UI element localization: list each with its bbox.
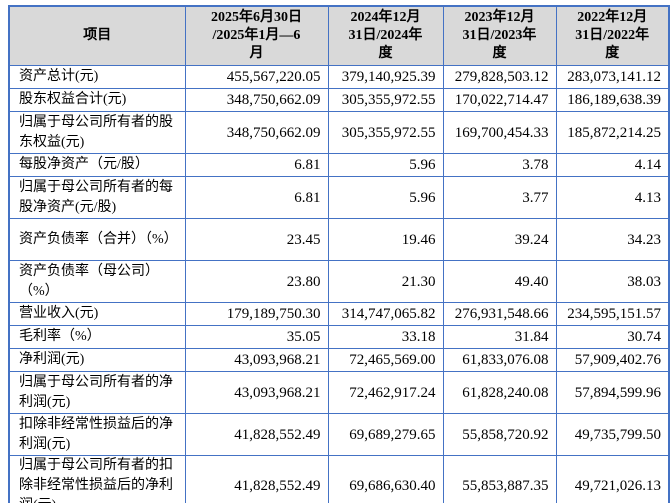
value-cell: 314,747,065.82: [327, 302, 444, 326]
value-cell: 61,833,076.08: [442, 348, 557, 372]
value-cell: 57,894,599.96: [555, 371, 670, 414]
value-cell: 49,735,799.50: [555, 413, 670, 456]
value-cell: 55,858,720.92: [442, 413, 557, 456]
value-cell: 276,931,548.66: [442, 302, 557, 326]
row-label: 归属于母公司所有者的扣除非经常性损益后的净利润(元): [8, 455, 186, 503]
value-cell: 348,750,662.09: [184, 88, 329, 112]
row-label: 归属于母公司所有者的股东权益(元): [8, 111, 186, 154]
value-cell: 72,462,917.24: [327, 371, 444, 414]
value-cell: 35.05: [184, 325, 329, 349]
value-cell: 41,828,552.49: [184, 455, 329, 503]
value-cell: 30.74: [555, 325, 670, 349]
table-row-net-profit: 净利润(元) 43,093,968.21 72,465,569.00 61,83…: [8, 348, 670, 372]
row-label: 扣除非经常性损益后的净利润(元): [8, 413, 186, 456]
row-label: 资产负债率（合并）（%）: [8, 218, 186, 261]
table-row-net-assets-per-share: 每股净资产（元/股） 6.81 5.96 3.78 4.14: [8, 153, 670, 177]
header-period-2023: 2023年12月 31日/2023年 度: [442, 5, 557, 66]
value-cell: 4.13: [555, 176, 670, 219]
table-row-net-profit-excl-nonrecurring: 扣除非经常性损益后的净利润(元) 41,828,552.49 69,689,27…: [8, 413, 670, 456]
header-item: 项目: [8, 5, 186, 66]
value-cell: 39.24: [442, 218, 557, 261]
value-cell: 41,828,552.49: [184, 413, 329, 456]
row-label: 资产总计(元): [8, 65, 186, 89]
row-label: 净利润(元): [8, 348, 186, 372]
value-cell: 6.81: [184, 153, 329, 177]
row-label: 资产负债率（母公司）（%）: [8, 260, 186, 303]
value-cell: 57,909,402.76: [555, 348, 670, 372]
table-row-total-equity: 股东权益合计(元) 348,750,662.09 305,355,972.55 …: [8, 88, 670, 112]
row-label: 毛利率（%）: [8, 325, 186, 349]
value-cell: 31.84: [442, 325, 557, 349]
value-cell: 5.96: [327, 176, 444, 219]
table-row-net-profit-parent-excl-nonrecurring: 归属于母公司所有者的扣除非经常性损益后的净利润(元) 41,828,552.49…: [8, 455, 670, 503]
value-cell: 186,189,638.39: [555, 88, 670, 112]
value-cell: 23.45: [184, 218, 329, 261]
value-cell: 179,189,750.30: [184, 302, 329, 326]
value-cell: 49.40: [442, 260, 557, 303]
value-cell: 69,686,630.40: [327, 455, 444, 503]
row-label: 归属于母公司所有者的净利润(元): [8, 371, 186, 414]
value-cell: 170,022,714.47: [442, 88, 557, 112]
value-cell: 3.78: [442, 153, 557, 177]
row-label: 归属于母公司所有者的每股净资产(元/股): [8, 176, 186, 219]
value-cell: 283,073,141.12: [555, 65, 670, 89]
value-cell: 169,700,454.33: [442, 111, 557, 154]
value-cell: 21.30: [327, 260, 444, 303]
table-row-net-assets-per-share-parent: 归属于母公司所有者的每股净资产(元/股) 6.81 5.96 3.77 4.13: [8, 176, 670, 219]
value-cell: 34.23: [555, 218, 670, 261]
value-cell: 69,689,279.65: [327, 413, 444, 456]
row-label: 营业收入(元): [8, 302, 186, 326]
financial-summary-table: 项目 2025年6月30日 /2025年1月—6 月 2024年12月 31日/…: [8, 5, 670, 503]
value-cell: 455,567,220.05: [184, 65, 329, 89]
header-period-2022: 2022年12月 31日/2022年 度: [555, 5, 670, 66]
value-cell: 348,750,662.09: [184, 111, 329, 154]
table-row-gross-margin: 毛利率（%） 35.05 33.18 31.84 30.74: [8, 325, 670, 349]
value-cell: 43,093,968.21: [184, 348, 329, 372]
row-label: 股东权益合计(元): [8, 88, 186, 112]
table-row-debt-ratio-consolidated: 资产负债率（合并）（%） 23.45 19.46 39.24 34.23: [8, 218, 670, 261]
value-cell: 61,828,240.08: [442, 371, 557, 414]
table-row-total-assets: 资产总计(元) 455,567,220.05 379,140,925.39 27…: [8, 65, 670, 89]
value-cell: 379,140,925.39: [327, 65, 444, 89]
row-label: 每股净资产（元/股）: [8, 153, 186, 177]
value-cell: 33.18: [327, 325, 444, 349]
value-cell: 279,828,503.12: [442, 65, 557, 89]
value-cell: 6.81: [184, 176, 329, 219]
header-row: 项目 2025年6月30日 /2025年1月—6 月 2024年12月 31日/…: [8, 5, 670, 66]
value-cell: 49,721,026.13: [555, 455, 670, 503]
value-cell: 4.14: [555, 153, 670, 177]
value-cell: 185,872,214.25: [555, 111, 670, 154]
table-row-equity-parent: 归属于母公司所有者的股东权益(元) 348,750,662.09 305,355…: [8, 111, 670, 154]
header-period-2024: 2024年12月 31日/2024年 度: [327, 5, 444, 66]
table-row-debt-ratio-parent: 资产负债率（母公司）（%） 23.80 21.30 49.40 38.03: [8, 260, 670, 303]
value-cell: 43,093,968.21: [184, 371, 329, 414]
table-row-operating-revenue: 营业收入(元) 179,189,750.30 314,747,065.82 27…: [8, 302, 670, 326]
table-row-net-profit-parent: 归属于母公司所有者的净利润(元) 43,093,968.21 72,462,91…: [8, 371, 670, 414]
value-cell: 5.96: [327, 153, 444, 177]
value-cell: 234,595,151.57: [555, 302, 670, 326]
value-cell: 305,355,972.55: [327, 88, 444, 112]
value-cell: 19.46: [327, 218, 444, 261]
value-cell: 38.03: [555, 260, 670, 303]
value-cell: 72,465,569.00: [327, 348, 444, 372]
value-cell: 23.80: [184, 260, 329, 303]
value-cell: 55,853,887.35: [442, 455, 557, 503]
value-cell: 3.77: [442, 176, 557, 219]
header-period-2025: 2025年6月30日 /2025年1月—6 月: [184, 5, 329, 66]
value-cell: 305,355,972.55: [327, 111, 444, 154]
